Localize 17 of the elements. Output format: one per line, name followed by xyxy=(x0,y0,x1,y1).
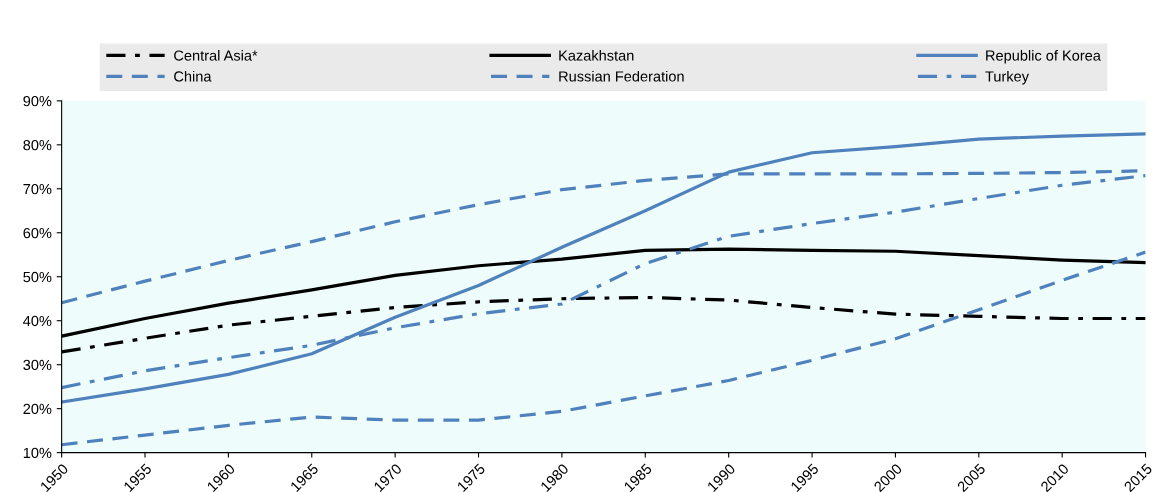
line-series xyxy=(61,132,1146,404)
legend-label: China xyxy=(174,70,212,82)
y-tick-label: 50% xyxy=(23,271,52,283)
y-tick-label: 30% xyxy=(23,359,52,371)
legend-label: Turkey xyxy=(985,70,1029,85)
y-tick-label: 60% xyxy=(23,227,52,239)
y-tick-label: 80% xyxy=(23,139,52,151)
y-tick-label: 70% xyxy=(23,183,52,195)
legend-label: Kazakhstan xyxy=(559,49,634,61)
legend-label: Russian Federation xyxy=(559,70,684,82)
y-tick-label: 20% xyxy=(23,403,52,415)
line-series xyxy=(61,250,1146,447)
y-tick-label: 40% xyxy=(23,315,52,327)
legend-label: Central Asia* xyxy=(174,49,258,61)
y-tick-label: 90% xyxy=(23,95,52,107)
legend-label: Republic of Korea xyxy=(986,49,1101,64)
y-tick-label: 10% xyxy=(23,447,52,459)
